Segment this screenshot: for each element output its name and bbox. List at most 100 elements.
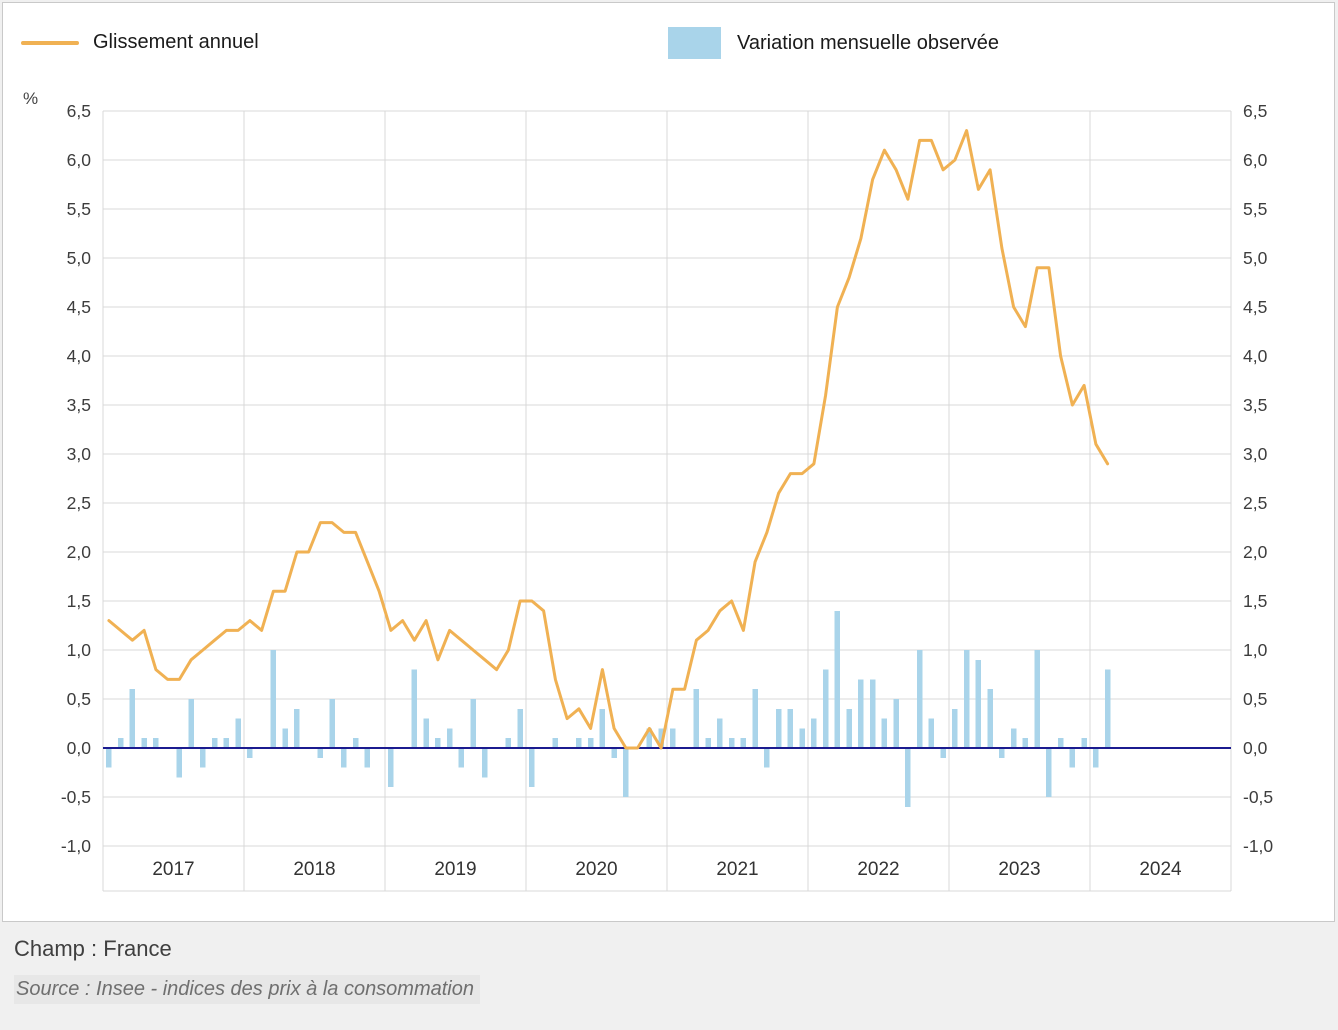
monthly-variation-bar bbox=[881, 718, 888, 748]
monthly-variation-bar bbox=[858, 679, 864, 748]
y-tick-label: 1,5 bbox=[1243, 591, 1267, 611]
monthly-variation-bar bbox=[458, 748, 465, 768]
monthly-variation-bar bbox=[740, 738, 747, 748]
monthly-variation-bar bbox=[1022, 738, 1029, 748]
monthly-variation-bar bbox=[705, 738, 711, 748]
x-year-label: 2019 bbox=[434, 859, 476, 880]
monthly-variation-bar bbox=[670, 728, 676, 748]
y-tick-label: 2,0 bbox=[1243, 542, 1268, 562]
y-tick-label: 1,5 bbox=[67, 591, 91, 611]
x-year-label: 2023 bbox=[998, 859, 1040, 880]
monthly-variation-bar bbox=[611, 748, 617, 758]
line-legend-swatch bbox=[21, 40, 79, 45]
monthly-variation-bar bbox=[905, 748, 911, 807]
monthly-variation-bar bbox=[341, 748, 347, 768]
y-tick-label: 4,5 bbox=[1243, 297, 1267, 317]
monthly-variation-bar bbox=[446, 728, 453, 748]
bar-series-monthly-variation bbox=[106, 610, 1111, 807]
monthly-variation-bar bbox=[940, 748, 946, 758]
annual-inflation-line bbox=[107, 129, 1110, 750]
monthly-variation-bar bbox=[834, 610, 841, 748]
y-tick-label: 1,0 bbox=[67, 640, 92, 660]
monthly-variation-bar bbox=[529, 748, 535, 788]
x-year-label: 2024 bbox=[1139, 859, 1182, 880]
y-tick-label: 2,5 bbox=[1243, 493, 1267, 513]
y-tick-label: 3,0 bbox=[1243, 444, 1268, 464]
monthly-variation-bar bbox=[153, 738, 159, 748]
monthly-variation-bar bbox=[717, 718, 723, 748]
legend-item-line: Glissement annuel bbox=[21, 31, 259, 54]
monthly-variation-bar bbox=[787, 708, 794, 748]
gridlines bbox=[102, 110, 1232, 892]
monthly-variation-bar bbox=[658, 728, 664, 748]
bar-legend-label: Variation mensuelle observée bbox=[737, 31, 1000, 54]
monthly-variation-bar bbox=[987, 689, 993, 748]
y-tick-label: 6,0 bbox=[1243, 150, 1268, 170]
monthly-variation-bar bbox=[411, 669, 418, 748]
chart-panel: Glissement annuel Variation mensuelle ob… bbox=[2, 2, 1335, 922]
y-tick-label: 6,5 bbox=[1243, 101, 1267, 121]
monthly-variation-bar bbox=[247, 748, 253, 758]
monthly-variation-bar bbox=[517, 708, 523, 748]
y-tick-label: 6,0 bbox=[67, 150, 92, 170]
monthly-variation-bar bbox=[329, 699, 335, 748]
monthly-variation-bar bbox=[423, 718, 429, 748]
monthly-variation-bar bbox=[963, 650, 970, 748]
monthly-variation-bar bbox=[505, 738, 512, 748]
bar-legend-swatch bbox=[668, 27, 721, 59]
x-year-label: 2022 bbox=[857, 859, 899, 880]
x-axis-year-labels: 2017 2018 2019 2020 2021 2022 2023 2024 bbox=[152, 859, 1182, 880]
monthly-variation-bar bbox=[294, 708, 300, 748]
monthly-variation-bar bbox=[435, 738, 441, 748]
monthly-variation-bar bbox=[1034, 650, 1040, 748]
inflation-chart: 6,5 6,0 5,5 5,0 4,5 4,0 3,5 3,0 2,5 2,0 1,5 1,0 0,5 0… bbox=[61, 101, 1273, 892]
monthly-variation-bar bbox=[752, 689, 758, 748]
monthly-variation-bar bbox=[775, 708, 782, 748]
y-tick-label: 6,5 bbox=[67, 101, 91, 121]
x-year-label: 2018 bbox=[293, 859, 335, 880]
y-axis-unit-label: % bbox=[23, 89, 39, 108]
y-tick-label: 2,0 bbox=[67, 542, 92, 562]
y-tick-label: 3,5 bbox=[67, 395, 91, 415]
monthly-variation-bar bbox=[188, 699, 194, 748]
y-tick-label: 0,0 bbox=[1243, 738, 1268, 758]
y-tick-label: 4,0 bbox=[1243, 346, 1268, 366]
y-tick-label: 5,5 bbox=[67, 199, 91, 219]
monthly-variation-bar bbox=[106, 748, 112, 768]
y-tick-label: 4,0 bbox=[67, 346, 92, 366]
monthly-variation-bar bbox=[799, 728, 805, 748]
monthly-variation-bar bbox=[623, 748, 629, 797]
monthly-variation-bar bbox=[928, 718, 935, 748]
monthly-variation-bar bbox=[223, 738, 230, 748]
monthly-variation-bar bbox=[587, 738, 594, 748]
y-tick-label: 5,0 bbox=[67, 248, 92, 268]
monthly-variation-bar bbox=[576, 738, 582, 748]
monthly-variation-bar bbox=[764, 748, 770, 768]
monthly-variation-bar bbox=[117, 738, 124, 748]
monthly-variation-bar bbox=[811, 718, 817, 748]
monthly-variation-bar bbox=[822, 669, 829, 748]
chart-scope-note: Champ : France bbox=[14, 936, 172, 961]
y-tick-label: 4,5 bbox=[67, 297, 91, 317]
monthly-variation-bar bbox=[1046, 748, 1052, 797]
y-tick-label: 5,0 bbox=[1243, 248, 1268, 268]
y-tick-label: 0,0 bbox=[67, 738, 92, 758]
monthly-variation-bar bbox=[482, 748, 488, 778]
monthly-variation-bar bbox=[352, 738, 359, 748]
y-tick-label: 0,5 bbox=[67, 689, 91, 709]
monthly-variation-bar bbox=[999, 748, 1005, 758]
y-tick-labels-right: 6,5 6,0 5,5 5,0 4,5 4,0 3,5 3,0 2,5 2,0 1,5 1,0 0,5 0… bbox=[1243, 101, 1273, 856]
monthly-variation-bar bbox=[646, 728, 653, 748]
y-tick-label: -1,0 bbox=[61, 836, 91, 856]
monthly-variation-bar bbox=[176, 748, 183, 778]
y-tick-label: -1,0 bbox=[1243, 836, 1273, 856]
monthly-variation-bar bbox=[388, 748, 394, 788]
x-year-label: 2017 bbox=[152, 859, 194, 880]
y-tick-label: 1,0 bbox=[1243, 640, 1268, 660]
y-tick-label: -0,5 bbox=[61, 787, 91, 807]
monthly-variation-bar bbox=[893, 699, 899, 748]
chart-source-note: Source : Insee - indices des prix à la c… bbox=[14, 975, 480, 1004]
monthly-variation-bar bbox=[846, 708, 852, 748]
monthly-variation-bar bbox=[282, 728, 288, 748]
